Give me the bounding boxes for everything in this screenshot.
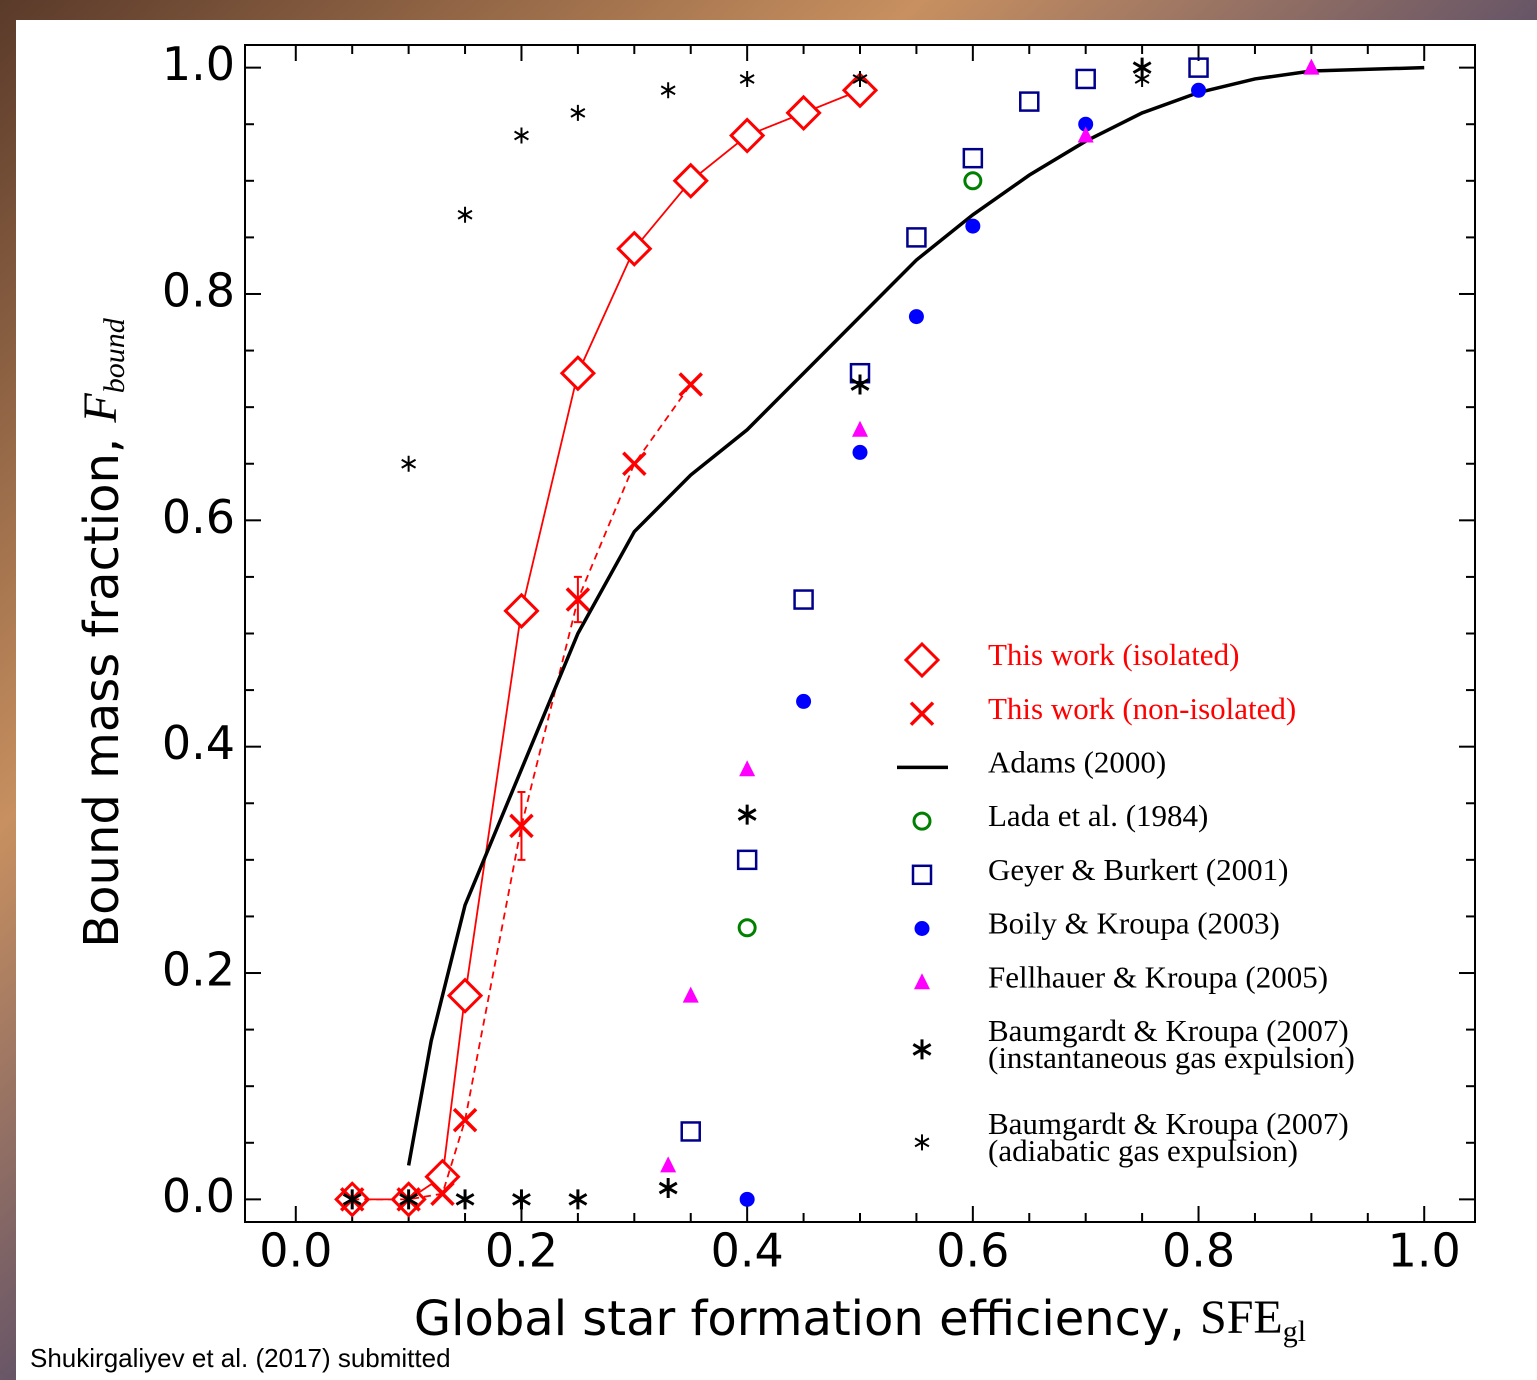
y-label-sub: bound [98, 317, 131, 393]
square-marker [962, 147, 984, 169]
square-marker [906, 227, 927, 248]
square-marker [1188, 57, 1209, 78]
diamond-marker [785, 94, 822, 132]
star-marker [455, 1189, 475, 1210]
legend-label: Boily & Kroupa (2003) [988, 906, 1280, 941]
legend-label: Baumgardt & Kroupa (2007) [988, 1013, 1349, 1048]
star-marker [912, 1039, 932, 1060]
star-marker [512, 1189, 531, 1210]
x-tick-label: 0.6 [936, 1224, 1009, 1278]
square-marker [736, 849, 758, 871]
y-tick-label: 1.0 [162, 37, 235, 91]
triangle-marker [1077, 126, 1094, 143]
x-label-text: Global star formation efficiency, [414, 1291, 1185, 1347]
star-marker [660, 82, 676, 99]
diamond-marker [903, 641, 941, 679]
x-label-math: SFE [1200, 1291, 1283, 1344]
x-tick-label: 1.0 [1388, 1224, 1461, 1278]
legend-label: (adiabatic gas expulsion) [988, 1133, 1298, 1168]
circle-marker [737, 918, 757, 938]
square-marker [680, 1121, 701, 1142]
star-marker [568, 1189, 588, 1210]
diamond-marker [672, 162, 709, 199]
star-marker [914, 1134, 930, 1151]
x-marker [909, 701, 935, 726]
triangle-marker [739, 760, 756, 777]
dot-marker [852, 444, 868, 460]
diamond-marker [559, 355, 597, 392]
x-tick-label: 0.8 [1162, 1224, 1235, 1278]
panel [16, 20, 1537, 1380]
triangle-marker [1303, 58, 1320, 75]
y-label-math: F [74, 393, 127, 424]
star-marker [401, 455, 417, 472]
diamond-marker [729, 117, 766, 154]
star-marker [852, 70, 868, 87]
x-tick-label: 0.4 [711, 1224, 784, 1278]
caption: Shukirgaliyev et al. (2017) submitted [30, 1343, 451, 1373]
star-marker [457, 206, 473, 223]
square-marker [911, 864, 933, 886]
legend-label: Baumgardt & Kroupa (2007) [988, 1106, 1349, 1141]
y-axis-label: Bound mass fraction, Fbound [74, 317, 131, 948]
dot-marker [796, 693, 812, 709]
series-line [352, 383, 692, 1201]
dot-marker [1191, 82, 1207, 98]
x-marker [678, 372, 703, 397]
x-marker [565, 587, 591, 612]
y-label-text: Bound mass fraction, [74, 438, 130, 948]
legend-label: Lada et al. (1984) [988, 798, 1208, 833]
legend-label: Geyer & Burkert (2001) [988, 852, 1288, 887]
triangle-marker [660, 1156, 677, 1173]
diamond-marker [616, 230, 653, 267]
dot-marker [739, 1191, 755, 1207]
diamond-marker [446, 977, 484, 1014]
y-tick-label: 0.6 [162, 490, 235, 544]
dot-marker [908, 309, 924, 325]
dot-marker [1078, 116, 1094, 132]
star-marker [658, 1178, 678, 1199]
star-marker [737, 804, 757, 825]
legend-label: This work (non-isolated) [988, 691, 1296, 726]
triangle-marker [682, 986, 699, 1003]
y-tick-label: 0.0 [162, 1169, 235, 1223]
x-marker [452, 1107, 478, 1133]
triangle-marker [852, 420, 868, 437]
x-label-sub: gl [1283, 1315, 1306, 1348]
legend-label: Fellhauer & Kroupa (2005) [988, 959, 1328, 994]
legend-label: This work (isolated) [988, 637, 1239, 672]
star-marker [850, 374, 870, 395]
x-tick-label: 0.0 [259, 1224, 332, 1278]
legend-label: Adams (2000) [988, 745, 1166, 780]
star-marker [514, 127, 529, 144]
star-marker [1134, 70, 1150, 87]
triangle-marker [914, 973, 930, 990]
star-marker [570, 104, 586, 121]
y-tick-label: 0.2 [162, 943, 235, 997]
legend-label: (instantaneous gas expulsion) [988, 1040, 1355, 1075]
circle-marker [912, 811, 932, 831]
star-marker [739, 70, 755, 87]
diamond-marker [841, 72, 879, 109]
x-marker [430, 1181, 455, 1206]
square-marker [793, 589, 814, 610]
circle-marker [963, 171, 983, 191]
x-marker [509, 813, 534, 839]
y-tick-label: 0.4 [162, 716, 235, 770]
diamond-marker [503, 592, 540, 629]
dot-marker [914, 921, 930, 936]
star-marker [342, 1189, 362, 1210]
y-tick-label: 0.8 [162, 263, 235, 317]
x-marker [622, 451, 647, 476]
square-marker [1075, 68, 1096, 90]
x-tick-label: 0.2 [485, 1224, 558, 1278]
legend: This work (isolated) This work (non-isola… [897, 637, 1355, 1168]
x-axis-label: Global star formation efficiency, SFEgl [414, 1291, 1306, 1348]
dot-marker [965, 218, 981, 234]
square-marker [1019, 91, 1040, 112]
star-marker [399, 1189, 419, 1210]
